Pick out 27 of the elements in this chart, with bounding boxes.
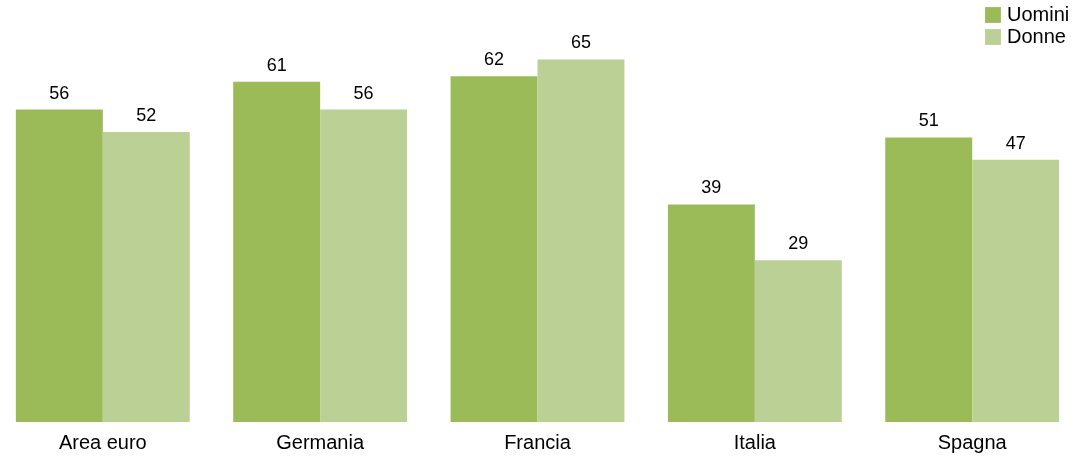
data-label: 56 [49,82,70,103]
bar [972,159,1060,422]
data-label: 52 [136,104,157,125]
data-label: 29 [788,233,809,254]
bar [320,109,408,422]
bar [885,137,973,422]
x-tick-label: Spagna [937,430,1008,453]
data-label: 47 [1005,132,1026,153]
x-tick-label: Francia [504,430,572,453]
x-tick-label: Area euro [58,430,147,453]
bar [233,81,321,422]
bar [15,109,103,422]
x-tick-label: Germania [276,430,365,453]
data-label: 56 [353,82,374,103]
legend-label: Donne [1007,25,1066,47]
bar [450,76,538,422]
bar [667,204,755,422]
data-label: 51 [918,110,939,131]
data-label: 61 [266,54,287,75]
bar [102,131,190,422]
data-label: 39 [701,177,722,198]
data-label: 65 [570,32,591,53]
data-label: 62 [484,49,505,70]
legend-label: Uomini [1007,3,1070,25]
x-tick-label: Italia [733,430,777,453]
bar [537,59,625,422]
bar [754,260,842,422]
